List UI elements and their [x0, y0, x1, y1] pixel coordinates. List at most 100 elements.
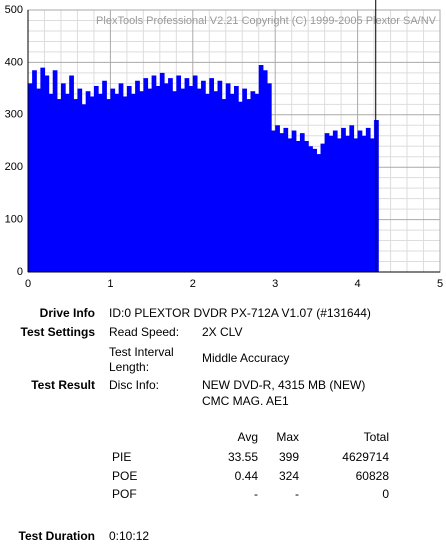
bar: [122, 96, 128, 273]
bar: [238, 101, 243, 272]
bar: [271, 130, 276, 272]
bar: [287, 138, 293, 272]
chart: 0 1 2 3 4 5 0 100 200 300 400 500 PlexTools Professi…: [5, 0, 443, 290]
bar: [89, 96, 95, 273]
bar: [328, 135, 334, 272]
bar: [345, 135, 350, 272]
bar: [114, 93, 120, 272]
bar: [52, 70, 58, 272]
bar: [266, 83, 272, 272]
bar: [337, 138, 342, 272]
bar: [93, 85, 99, 272]
bar: [234, 85, 239, 272]
bar: [262, 70, 268, 272]
bar: [221, 99, 227, 272]
table-cell: 33.55: [227, 450, 258, 464]
bar: [374, 120, 379, 272]
bar: [304, 141, 309, 272]
x-tick-label: 0: [25, 278, 31, 290]
y-tick-label: 0: [17, 266, 23, 278]
bar: [147, 88, 153, 272]
value: ID:0 PLEXTOR DVDR PX-712A V1.07 (#131644…: [109, 306, 371, 320]
bar: [60, 83, 66, 272]
bar: [168, 78, 173, 273]
bar: [48, 93, 54, 272]
bar: [184, 78, 190, 273]
table-cell: POF: [112, 487, 137, 501]
bar: [353, 138, 359, 272]
bar: [44, 75, 50, 272]
bar: [332, 130, 338, 272]
y-tick-label: 100: [5, 214, 23, 226]
table-cell: 0.44: [234, 468, 258, 483]
bar: [192, 75, 198, 272]
table-cell: Max: [276, 430, 299, 444]
bar: [196, 88, 202, 272]
bar: [28, 83, 33, 272]
value: NEW DVD-R, 4315 MB (NEW): [202, 378, 366, 392]
bar: [250, 91, 256, 272]
bar: [131, 93, 136, 272]
bar: [279, 133, 285, 272]
label: Test Duration: [18, 529, 95, 543]
bar: [188, 85, 194, 272]
bar: [320, 143, 326, 272]
table-cell: Total: [363, 430, 389, 444]
bar: [361, 135, 367, 272]
label: Drive Info: [39, 306, 95, 320]
bar: [209, 78, 214, 273]
bar: [151, 75, 157, 272]
bar: [155, 85, 161, 272]
bar: [225, 83, 231, 272]
bar: [102, 80, 107, 273]
label: Test Settings: [20, 325, 95, 339]
bar: [32, 70, 37, 272]
bar: [36, 88, 41, 272]
x-tick-label: 3: [272, 278, 278, 290]
x-tick-label: 2: [190, 278, 196, 290]
value: 0:10:12: [109, 529, 150, 543]
bar: [254, 93, 260, 272]
bar: [77, 88, 83, 272]
bar: [217, 80, 223, 273]
bar: [40, 67, 46, 272]
bar: [308, 146, 313, 272]
table-cell: 60828: [355, 468, 389, 483]
bar: [295, 141, 301, 272]
x-tick-label: 4: [355, 278, 361, 290]
bar: [81, 104, 87, 272]
bar: [118, 83, 124, 272]
bar: [291, 130, 297, 272]
label: Test Interval Length:: [109, 345, 174, 374]
bar: [283, 127, 289, 273]
label: Disc Info:: [109, 378, 160, 392]
bar: [139, 91, 144, 272]
bar: [106, 99, 111, 272]
bar: [85, 91, 91, 272]
label: Test Result: [31, 378, 95, 392]
table-cell: 324: [278, 468, 299, 483]
bar: [349, 125, 355, 272]
bar: [357, 130, 363, 272]
y-tick-label: 200: [5, 161, 23, 173]
bar: [159, 72, 165, 272]
bar: [242, 88, 247, 272]
bar: [246, 99, 252, 272]
bar: [312, 148, 317, 272]
value: 2X CLV: [202, 325, 243, 339]
bar: [299, 133, 305, 272]
bar: [73, 99, 79, 272]
bar: [258, 65, 264, 273]
y-tick-label: 500: [5, 4, 23, 16]
bar: [143, 78, 149, 273]
bar: [172, 91, 177, 272]
x-tick-label: 5: [437, 278, 443, 290]
bar: [110, 88, 116, 272]
table-cell: -: [295, 487, 299, 501]
bar: [229, 93, 235, 272]
bar: [316, 154, 322, 272]
bar: [176, 75, 182, 272]
bar: [69, 75, 74, 272]
bar: [180, 88, 186, 272]
